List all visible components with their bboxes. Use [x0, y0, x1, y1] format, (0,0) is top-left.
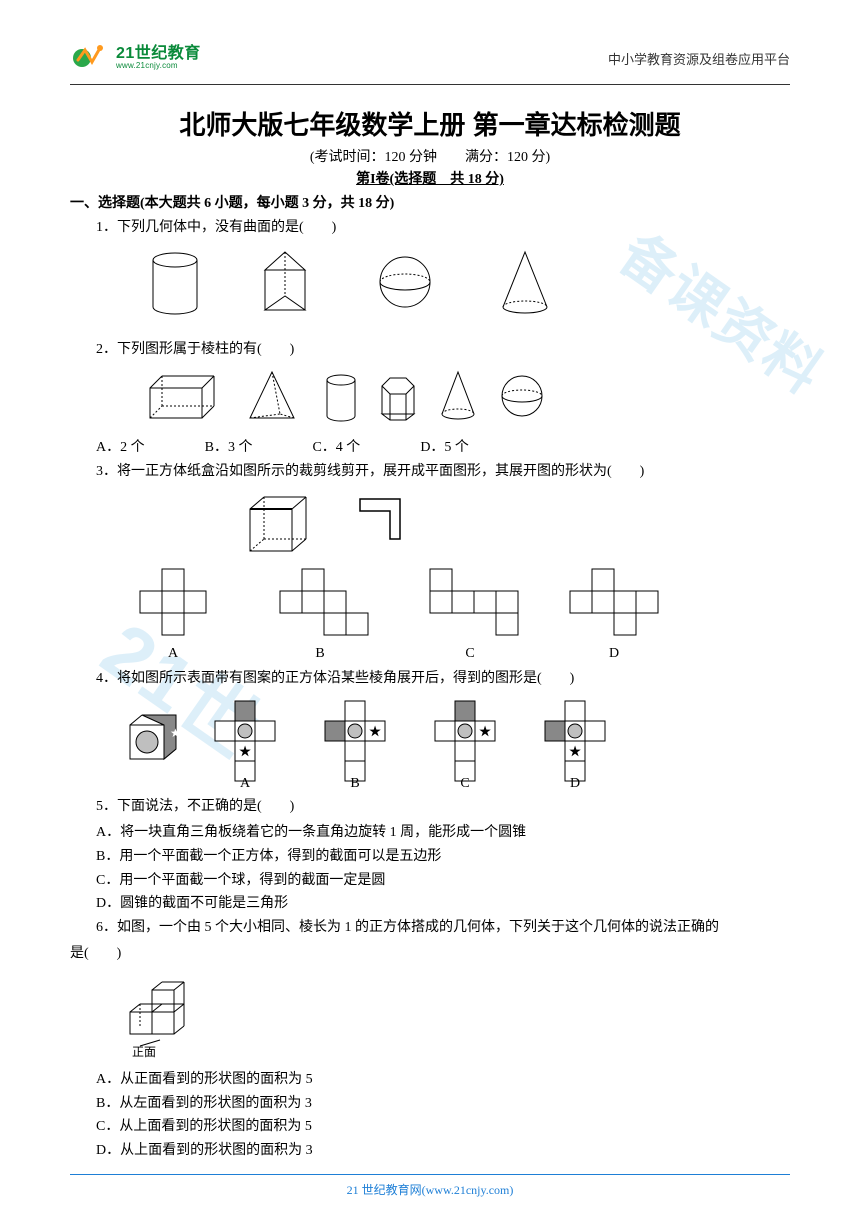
footer: 21 世纪教育网(www.21cnjy.com) [0, 1174, 860, 1198]
svg-text:C: C [460, 776, 469, 789]
logo: 21世纪教育 www.21cnjy.com [70, 40, 201, 76]
exam-title: 北师大版七年级数学上册 第一章达标检测题 [70, 105, 790, 142]
q2-figures [120, 368, 790, 430]
footer-divider [70, 1174, 790, 1175]
svg-text:B: B [350, 776, 359, 789]
q2-options: A．2 个 B．3 个 C．4 个 D．5 个 [96, 436, 790, 456]
q4-text: 4．将如图所示表面带有图案的正方体沿某些棱角展开后，得到的图形是( ) [96, 667, 790, 691]
q5-opt-c: C．用一个平面截一个球，得到的截面一定是圆 [96, 869, 790, 893]
svg-text:A: A [168, 646, 179, 661]
svg-text:B: B [315, 646, 324, 661]
part-1-head: 一、选择题(本大题共 6 小题，每小题 3 分，共 18 分) [70, 192, 790, 212]
q3-figures-top [120, 489, 790, 559]
logo-text-main: 21世纪教育 [116, 46, 201, 62]
q6-opt-c: C．从上面看到的形状图的面积为 5 [96, 1115, 790, 1139]
svg-text:★: ★ [370, 726, 380, 738]
q2-opt-a: A．2 个 [96, 436, 145, 456]
q6-figure: 正面 [120, 972, 790, 1062]
svg-text:★: ★ [570, 746, 580, 758]
exam-info: (考试时间：120 分钟 满分：120 分) [70, 146, 790, 166]
q5-text: 5．下面说法，不正确的是( ) [96, 795, 790, 819]
svg-text:C: C [465, 646, 474, 661]
header-divider [70, 84, 790, 85]
q3-figures-bottom: A B C [120, 565, 790, 661]
footer-text: 21 世纪教育网(www.21cnjy.com) [347, 1183, 514, 1197]
q1-text: 1．下列几何体中，没有曲面的是( ) [96, 216, 790, 240]
svg-text:A: A [240, 776, 251, 789]
header-right-text: 中小学教育资源及组卷应用平台 [608, 49, 790, 68]
svg-text:★: ★ [480, 726, 490, 738]
q6-opt-d: D．从上面看到的形状图的面积为 3 [96, 1139, 790, 1163]
q1-figures [120, 246, 790, 332]
svg-text:★: ★ [170, 726, 181, 740]
q6-opt-b: B．从左面看到的形状图的面积为 3 [96, 1092, 790, 1116]
page-container: 21世纪教育 www.21cnjy.com 中小学教育资源及组卷应用平台 北师大… [0, 0, 860, 1193]
q6-opt-a: A．从正面看到的形状图的面积为 5 [96, 1068, 790, 1092]
section-1-head: 第I卷(选择题 共 18 分) [70, 168, 790, 188]
q5-opt-b: B．用一个平面截一个正方体，得到的截面可以是五边形 [96, 845, 790, 869]
q2-text: 2．下列图形属于棱柱的有( ) [96, 338, 790, 362]
logo-text-sub: www.21cnjy.com [116, 62, 201, 70]
q2-opt-d: D．5 个 [420, 436, 469, 456]
q6-line2: 是( ) [70, 942, 790, 966]
logo-icon [70, 40, 112, 76]
svg-text:正面: 正面 [132, 1045, 156, 1059]
svg-text:D: D [609, 646, 619, 661]
q3-text: 3．将一正方体纸盒沿如图所示的裁剪线剪开，展开成平面图形，其展开图的形状为( ) [96, 460, 790, 484]
header: 21世纪教育 www.21cnjy.com 中小学教育资源及组卷应用平台 [70, 40, 790, 76]
q6-line1: 6．如图，一个由 5 个大小相同、棱长为 1 的正方体搭成的几何体，下列关于这个… [96, 916, 790, 940]
svg-text:D: D [570, 776, 580, 789]
q5-opt-a: A．将一块直角三角板绕着它的一条直角边旋转 1 周，能形成一个圆锥 [96, 821, 790, 845]
q2-opt-b: B．3 个 [205, 436, 253, 456]
svg-text:★: ★ [240, 746, 250, 758]
q5-opt-d: D．圆锥的截面不可能是三角形 [96, 892, 790, 916]
q2-opt-c: C．4 个 [312, 436, 360, 456]
q4-figures: ★ ★ A ★ [120, 697, 790, 789]
